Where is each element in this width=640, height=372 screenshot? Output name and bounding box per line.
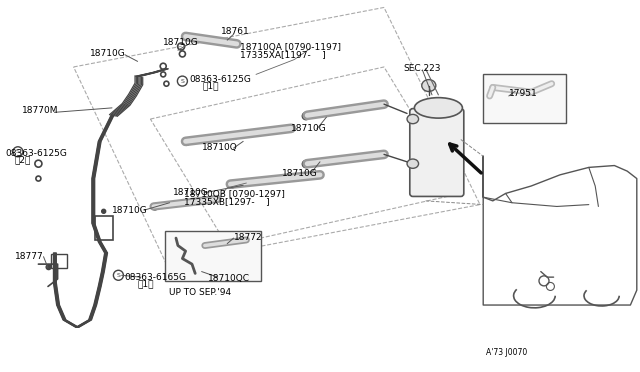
Text: S: S [180,78,184,84]
Ellipse shape [407,159,419,168]
Ellipse shape [407,115,419,124]
Text: 17335XB[1297-    ]: 17335XB[1297- ] [184,197,270,206]
FancyBboxPatch shape [410,109,464,196]
Text: （1）: （1） [202,82,219,91]
Ellipse shape [415,97,463,118]
Text: S: S [16,149,20,154]
Bar [95,216,113,240]
Text: （2）: （2） [14,155,31,164]
Text: 18710G: 18710G [90,49,125,58]
Text: 18710QB [0790-1297]: 18710QB [0790-1297] [184,190,285,199]
Bar [51,254,67,268]
Text: 17335XA[1197-    ]: 17335XA[1197- ] [240,50,326,59]
Ellipse shape [422,80,436,92]
Bar [165,231,261,281]
Text: SEC.223: SEC.223 [403,64,441,73]
Circle shape [102,209,106,213]
Text: 18710G: 18710G [291,124,327,133]
Text: 18710G: 18710G [282,169,317,178]
Text: 18710QC: 18710QC [208,274,250,283]
Text: 18761: 18761 [221,27,250,36]
Text: 18710G: 18710G [112,206,148,215]
Text: 18777: 18777 [15,252,44,261]
Text: 08363-6125G: 08363-6125G [189,76,252,84]
Text: 18770M: 18770M [22,106,59,115]
Bar [483,74,566,123]
Text: 18710Q: 18710Q [202,143,237,152]
Text: 18710G: 18710G [163,38,198,47]
Text: 18772: 18772 [234,233,262,242]
Text: 17951: 17951 [509,89,538,98]
Text: 08363-6125G: 08363-6125G [5,149,67,158]
Text: 18710QA [0790-1197]: 18710QA [0790-1197] [240,43,341,52]
Text: S: S [116,273,120,278]
Text: UP TO SEP.'94: UP TO SEP.'94 [169,288,231,296]
Text: 18710G: 18710G [173,188,209,197]
Text: 08363-6165G: 08363-6165G [125,273,187,282]
Circle shape [46,264,51,270]
Text: （1）: （1） [138,279,154,288]
Text: A'73 J0070: A'73 J0070 [486,348,527,357]
